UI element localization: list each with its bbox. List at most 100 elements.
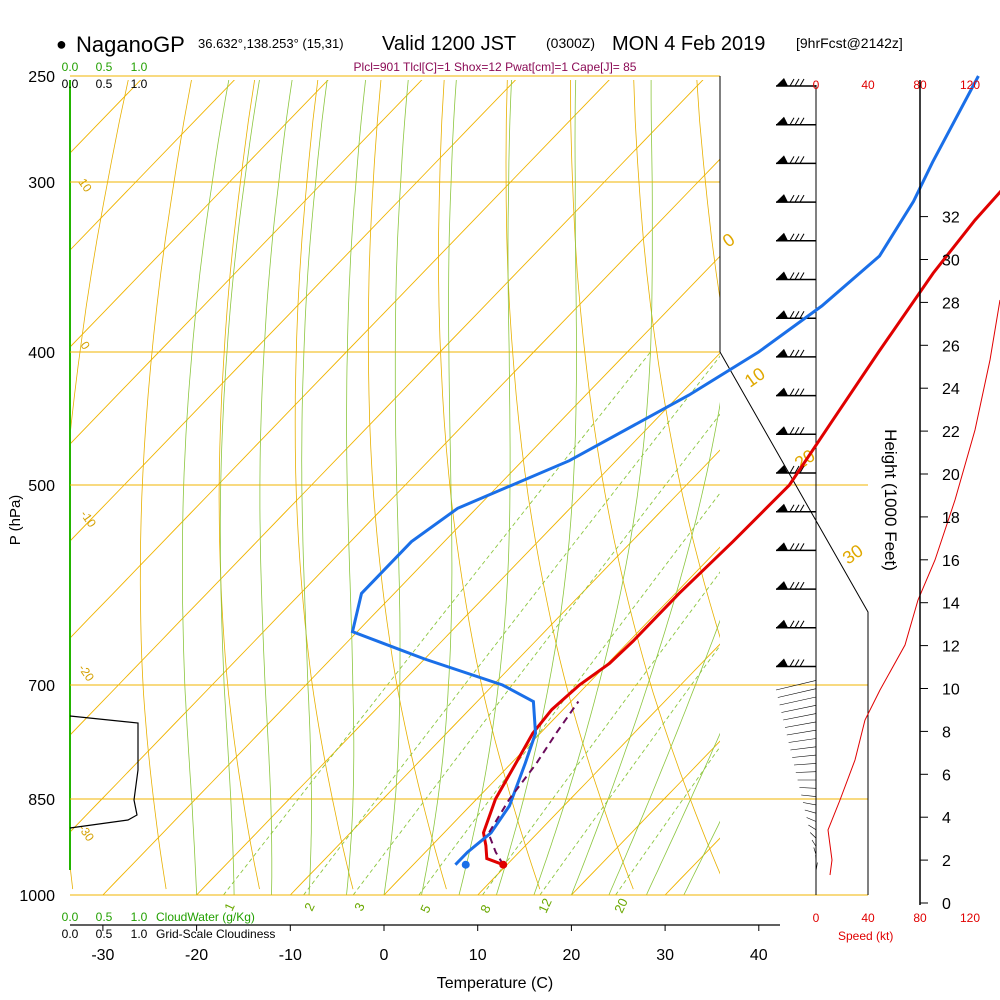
- wind-barb-flag: [776, 348, 788, 357]
- cloudwater-tick-bottom: 1.0: [131, 910, 148, 924]
- series-parcel: [487, 700, 580, 866]
- cloudwater-tick-top: 0.5: [96, 60, 113, 74]
- wind-barb-feather: [794, 156, 800, 164]
- isotherm: [70, 80, 610, 639]
- wind-barb-low: [788, 738, 817, 743]
- moist-adiabat: [533, 80, 653, 895]
- wind-barb-feather: [794, 78, 800, 87]
- mixing-ratio-line: [223, 351, 651, 895]
- indices-line: Plcl=901 Tlcl[C]=1 Shox=12 Pwat[cm]=1 Ca…: [354, 60, 637, 74]
- mixing-ratio-line: [352, 413, 720, 895]
- wind-barb-flag: [776, 78, 788, 86]
- x-tick-label: -20: [185, 947, 208, 964]
- moist-adiabat: [496, 80, 577, 895]
- dry-adiabat-label: -20: [76, 662, 98, 685]
- speed-tick-top: 120: [960, 78, 980, 92]
- wind-barb-feather: [789, 117, 795, 125]
- speed-tick-top: 40: [861, 78, 875, 92]
- wind-barb-feather: [794, 543, 800, 551]
- dry-adiabat: [139, 80, 192, 890]
- wind-barb-flag: [776, 426, 788, 435]
- pressure-label: 1000: [19, 888, 55, 905]
- wind-barb-feather: [789, 233, 795, 242]
- cloudwater-tick-top: 0.0: [62, 60, 79, 74]
- dry-adiabat: [505, 80, 634, 890]
- height-tick-label: 30: [942, 253, 960, 270]
- wind-barb-flag: [776, 155, 788, 164]
- height-tick-label: 4: [942, 810, 951, 827]
- wind-barb-feather: [789, 427, 795, 435]
- wind-barb-flag: [776, 581, 788, 590]
- dry-adiabat: [367, 80, 447, 890]
- wind-barb-feather: [799, 117, 805, 125]
- x-tick-label: 20: [563, 947, 581, 964]
- wind-barb-low: [804, 809, 817, 814]
- wind-barb-low: [783, 713, 817, 721]
- wind-barb-feather: [789, 78, 795, 87]
- wind-barb-feather: [799, 310, 805, 319]
- wind-barb-feather: [789, 388, 795, 396]
- moist-adiabat: [346, 80, 366, 895]
- wind-barb-low: [809, 832, 817, 839]
- wind-barb-low: [808, 824, 817, 831]
- dry-adiabat-label: 10: [76, 176, 95, 195]
- wind-barb-feather: [789, 194, 795, 203]
- height-tick-label: 0: [942, 896, 951, 913]
- wind-barb-flag: [776, 619, 788, 628]
- x-tick-label: -10: [279, 947, 302, 964]
- wind-barb-flag: [776, 194, 788, 203]
- dry-adiabat: [760, 76, 1000, 889]
- mixing-ratio-label: 2: [301, 900, 318, 913]
- cloudiness-tick-top: 0.0: [62, 77, 79, 91]
- surface-temperature-marker: [499, 860, 508, 869]
- y-axis-label: P (hPa): [7, 495, 24, 546]
- mixing-ratio-label: 8: [477, 902, 494, 915]
- height-tick-label: 28: [942, 295, 960, 312]
- moist-adiabat-label: 10: [741, 363, 769, 391]
- wind-barb-feather: [794, 620, 800, 629]
- wind-barb-feather: [789, 310, 795, 319]
- isotherm: [853, 76, 1000, 895]
- speed-profile: [827, 299, 1000, 876]
- valid-time: Valid 1200 JST: [382, 33, 516, 55]
- wind-barb-feather: [789, 465, 795, 474]
- wind-barb-low: [793, 763, 817, 766]
- x-tick-label: -30: [91, 947, 114, 964]
- pressure-label: 250: [28, 69, 55, 86]
- dry-adiabat: [823, 76, 1000, 889]
- header: ● NaganoGP 36.632°,138.253° (15,31) Vali…: [56, 32, 903, 74]
- wind-barb-flag: [776, 542, 788, 551]
- mixing-ratio-line: [303, 355, 720, 895]
- wind-barb-feather: [799, 504, 805, 512]
- speed-tick-bottom: 120: [960, 911, 980, 925]
- moist-adiabat: [301, 80, 328, 895]
- wind-barb-flag: [776, 387, 788, 396]
- height-tick-label: 16: [942, 553, 960, 570]
- dry-adiabat-label: -10: [78, 508, 100, 531]
- wind-barb-low: [790, 746, 817, 751]
- pressure-label: 700: [28, 678, 55, 695]
- wind-barb-low: [795, 771, 817, 773]
- cloudiness-profile: [69, 715, 139, 829]
- mixing-ratio-line: [539, 645, 720, 895]
- speed-axis-label: Speed (kt): [838, 929, 893, 943]
- wind-barb-flag: [776, 658, 788, 667]
- mixing-ratio-label: 12: [535, 896, 555, 915]
- plot-right-boundary: [719, 76, 869, 895]
- wind-barb-feather: [799, 388, 805, 396]
- wind-barb-low: [781, 705, 817, 713]
- station-coords: 36.632°,138.253° (15,31): [198, 36, 344, 51]
- pressure-label: 500: [28, 478, 55, 495]
- mixing-ratio-label: 20: [611, 896, 631, 915]
- wind-barb-low: [813, 847, 817, 855]
- moist-adiabat: [608, 619, 720, 895]
- wind-barb-feather: [799, 156, 805, 164]
- moist-adiabat: [383, 80, 409, 895]
- wind-barb-low: [792, 754, 817, 758]
- axis-ticks: -30 -20 -10 0 10 20 30 400.00.00.50.51.01.00.00…: [62, 60, 981, 964]
- wind-barb-low: [815, 862, 818, 872]
- forecast-info: [9hrFcst@2142z]: [796, 35, 903, 51]
- cloudwater-tick-top: 1.0: [131, 60, 148, 74]
